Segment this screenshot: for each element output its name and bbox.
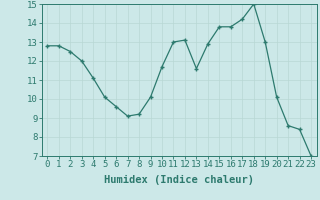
X-axis label: Humidex (Indice chaleur): Humidex (Indice chaleur): [104, 175, 254, 185]
